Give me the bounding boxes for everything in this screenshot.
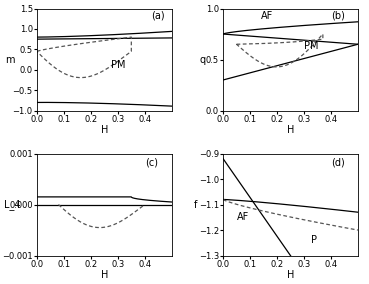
- Text: P: P: [311, 235, 317, 245]
- Text: (a): (a): [152, 11, 165, 21]
- Y-axis label: f: f: [194, 200, 197, 210]
- Text: PM: PM: [111, 60, 125, 70]
- Text: (d): (d): [331, 158, 345, 168]
- Y-axis label: m: m: [5, 55, 15, 64]
- Text: (b): (b): [331, 11, 345, 21]
- X-axis label: H: H: [101, 125, 108, 135]
- Text: AF: AF: [261, 11, 273, 21]
- Y-axis label: q: q: [200, 55, 206, 64]
- Text: (c): (c): [145, 158, 158, 168]
- Y-axis label: L_4: L_4: [4, 199, 21, 210]
- X-axis label: H: H: [101, 270, 108, 280]
- Text: AF: AF: [237, 212, 249, 222]
- Text: PM: PM: [304, 41, 318, 51]
- X-axis label: H: H: [287, 270, 294, 280]
- X-axis label: H: H: [287, 125, 294, 135]
